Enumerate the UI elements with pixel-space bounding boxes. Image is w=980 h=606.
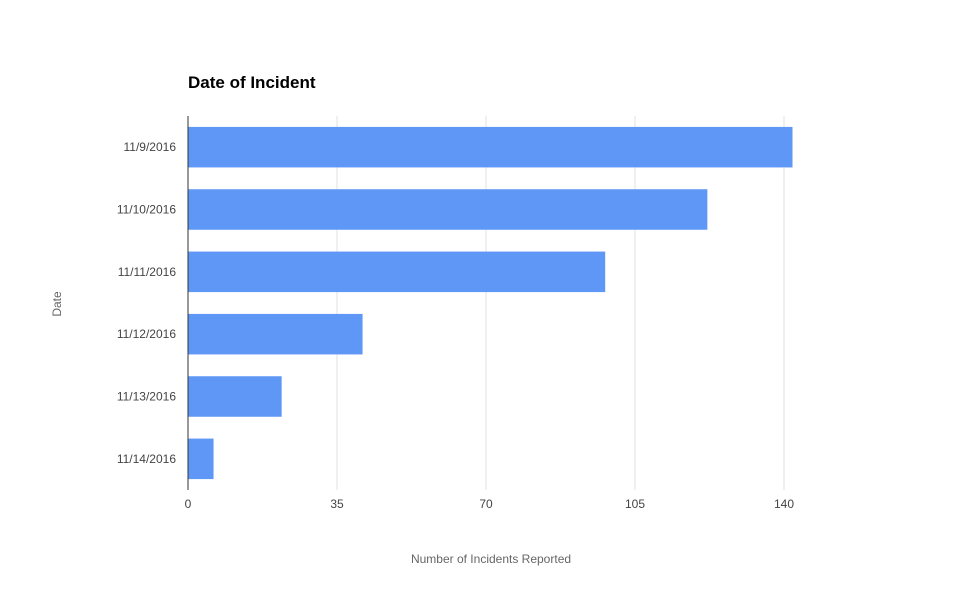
x-tick-label: 0	[185, 497, 192, 511]
y-tick-label: 11/9/2016	[124, 140, 177, 154]
y-tick-labels: 11/9/2016 11/10/2016 11/11/2016 11/12/2016 1…	[117, 140, 176, 466]
x-axis-title: Number of Incidents Reported	[411, 552, 571, 566]
bar	[188, 376, 282, 417]
x-tick-label: 140	[774, 497, 794, 511]
x-tick-label: 70	[479, 497, 493, 511]
gridlines	[336, 116, 785, 490]
bars	[188, 126, 793, 480]
y-tick-label: 11/10/2016	[117, 203, 176, 217]
bar	[188, 126, 793, 168]
chart-title: Date of Incident	[188, 73, 316, 92]
y-tick-label: 11/13/2016	[117, 390, 176, 404]
x-tick-label: 35	[330, 497, 344, 511]
bar	[188, 438, 214, 480]
y-tick-label: 11/12/2016	[117, 327, 176, 341]
bar	[188, 251, 606, 293]
x-tick-labels: 0 35 70 105 140	[185, 497, 795, 511]
bar	[188, 189, 708, 230]
y-tick-label: 11/14/2016	[117, 452, 176, 466]
y-tick-label: 11/11/2016	[118, 265, 177, 279]
y-axis-title: Date	[50, 291, 64, 317]
x-tick-label: 105	[625, 497, 645, 511]
bar	[188, 313, 363, 355]
